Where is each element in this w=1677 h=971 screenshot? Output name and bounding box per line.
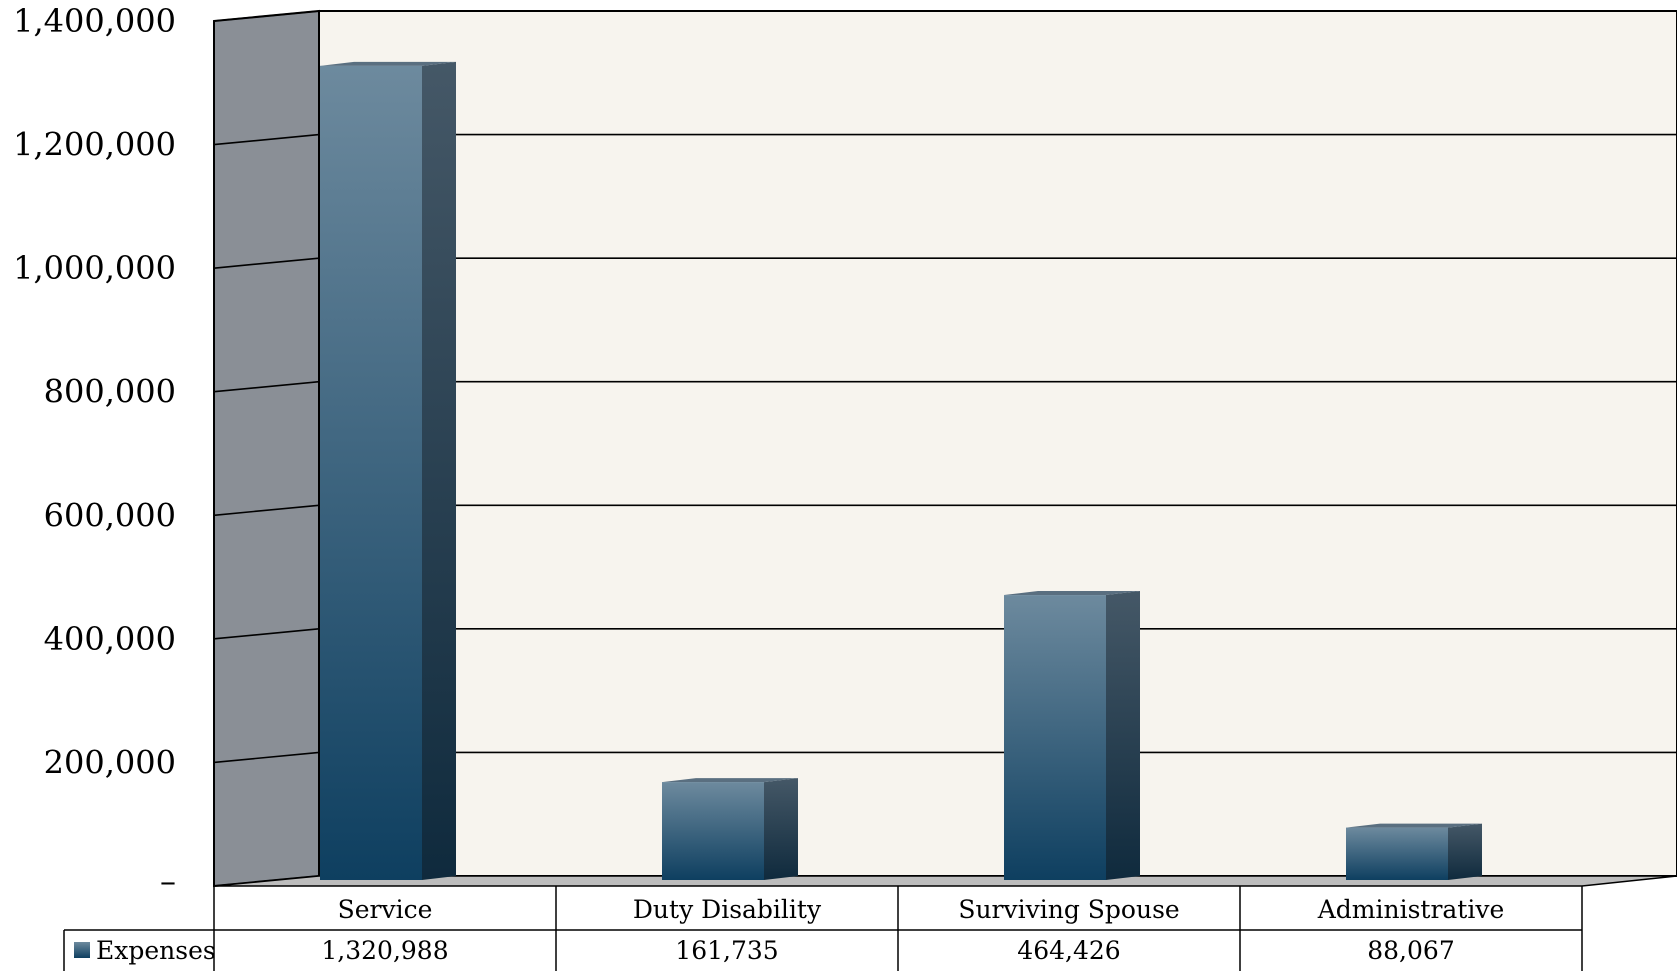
- data-table: Expenses Service 1,320,988 Duty Disability…: [63, 886, 1583, 971]
- gridline-side: [213, 628, 320, 640]
- y-tick-label: 400,000: [44, 620, 176, 658]
- bar-top: [1346, 823, 1482, 828]
- bar-side: [1448, 823, 1482, 880]
- bar-front: [662, 782, 764, 880]
- floor: [213, 875, 1677, 887]
- y-tick-label: 1,400,000: [13, 2, 176, 40]
- gridline-side: [213, 380, 320, 393]
- gridline-side: [213, 504, 320, 517]
- data-value-label: 1,320,988: [321, 936, 448, 965]
- category-label: Surviving Spouse: [958, 895, 1179, 924]
- data-value-label: 464,426: [1017, 936, 1120, 965]
- category-label: Duty Disability: [633, 895, 822, 924]
- gridlines: [213, 10, 1677, 764]
- y-axis-labels: – 200,000 400,000 600,000 800,000 1,000,000 1,…: [13, 2, 176, 900]
- bar-top: [662, 778, 798, 783]
- side-wall: [213, 9, 320, 888]
- bar-front: [1346, 827, 1448, 880]
- data-value-label: 88,067: [1367, 936, 1454, 965]
- y-tick-label: 800,000: [44, 373, 176, 411]
- bar-top: [1004, 591, 1140, 596]
- y-tick-label: –: [160, 862, 176, 900]
- bar-side: [422, 61, 456, 881]
- y-tick-label: 1,000,000: [13, 249, 176, 287]
- gridline-side: [213, 10, 320, 22]
- bar-duty-disability: [662, 778, 798, 880]
- category-label: Service: [338, 895, 433, 924]
- gridline-side: [213, 257, 320, 269]
- legend-label-expenses: Expenses: [96, 936, 216, 965]
- category-label: Administrative: [1317, 895, 1505, 924]
- y-tick-label: 1,200,000: [13, 126, 176, 164]
- bars: [320, 61, 1482, 881]
- bar-front: [1004, 595, 1106, 880]
- legend-key: [74, 942, 90, 958]
- back-wall: [318, 10, 1677, 877]
- bar-administrative: [1346, 823, 1482, 880]
- y-tick-label: 200,000: [44, 743, 176, 781]
- data-value-label: 161,735: [675, 936, 778, 965]
- bar-front: [320, 65, 422, 881]
- bar-surviving-spouse: [1004, 591, 1140, 880]
- gridline-side: [213, 133, 320, 146]
- gridline-side: [213, 751, 320, 764]
- bar-side: [764, 778, 798, 880]
- bar-side: [1106, 591, 1140, 880]
- y-tick-label: 600,000: [44, 496, 176, 534]
- bar-top: [320, 61, 456, 66]
- bar-service: [320, 61, 456, 881]
